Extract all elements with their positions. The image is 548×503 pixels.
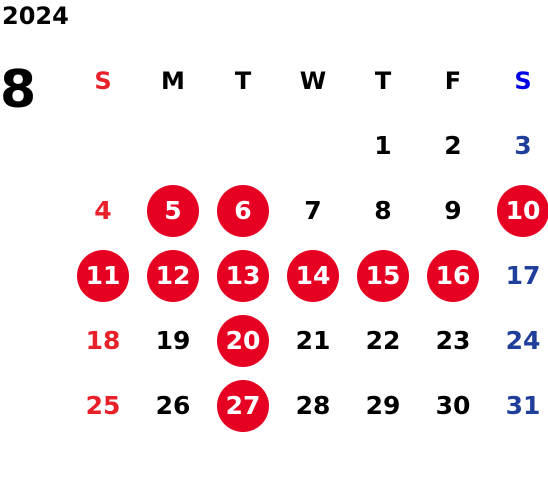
holiday-day-number: 27 — [217, 379, 269, 432]
weekday-header-wed: W — [299, 66, 327, 95]
day-cell[interactable]: 18 — [68, 308, 138, 373]
month-label: 8 — [0, 60, 37, 120]
day-cell[interactable]: 12 — [138, 243, 208, 308]
day-number: 3 — [514, 131, 532, 160]
holiday-day-number: 15 — [357, 249, 409, 302]
weekday-header-sat: S — [514, 66, 532, 95]
calendar-grid: S M T W T F S 1 2 3 4 5 6 7 8 9 10 11 12 13 14 15 16 17 18 19 20 21… — [68, 48, 548, 438]
day-number: 26 — [155, 391, 191, 420]
day-cell[interactable]: 3 — [488, 113, 548, 178]
day-number: 25 — [85, 391, 121, 420]
day-number: 4 — [94, 196, 112, 225]
holiday-day-number: 5 — [147, 184, 199, 237]
day-cell[interactable]: 20 — [208, 308, 278, 373]
weekday-header-tue: T — [234, 66, 252, 95]
day-cell[interactable]: 27 — [208, 373, 278, 438]
day-number: 17 — [505, 261, 541, 290]
day-number: 18 — [85, 326, 121, 355]
day-number: 9 — [444, 196, 462, 225]
day-cell[interactable]: 25 — [68, 373, 138, 438]
weekday-header-fri: F — [444, 66, 462, 95]
day-number: 28 — [295, 391, 331, 420]
day-number: 23 — [435, 326, 471, 355]
day-number: 19 — [155, 326, 191, 355]
day-cell[interactable]: 13 — [208, 243, 278, 308]
day-cell[interactable]: 5 — [138, 178, 208, 243]
day-cell[interactable]: 4 — [68, 178, 138, 243]
holiday-day-number: 11 — [77, 249, 129, 302]
empty-day-cell — [278, 113, 348, 178]
day-cell[interactable]: 16 — [418, 243, 488, 308]
empty-day-cell — [68, 113, 138, 178]
day-number: 29 — [365, 391, 401, 420]
empty-day-cell — [138, 113, 208, 178]
day-number: 24 — [505, 326, 541, 355]
year-label: 2024 — [2, 2, 69, 30]
day-cell[interactable]: 17 — [488, 243, 548, 308]
day-cell[interactable]: 9 — [418, 178, 488, 243]
day-number: 7 — [304, 196, 322, 225]
day-cell[interactable]: 11 — [68, 243, 138, 308]
day-cell[interactable]: 22 — [348, 308, 418, 373]
day-cell[interactable]: 30 — [418, 373, 488, 438]
day-cell[interactable]: 15 — [348, 243, 418, 308]
day-cell[interactable]: 23 — [418, 308, 488, 373]
day-number: 22 — [365, 326, 401, 355]
day-cell[interactable]: 19 — [138, 308, 208, 373]
day-number: 31 — [505, 391, 541, 420]
holiday-day-number: 12 — [147, 249, 199, 302]
day-cell[interactable]: 24 — [488, 308, 548, 373]
day-cell[interactable]: 31 — [488, 373, 548, 438]
day-cell[interactable]: 26 — [138, 373, 208, 438]
day-cell[interactable]: 21 — [278, 308, 348, 373]
weekday-header-mon: M — [161, 66, 185, 95]
holiday-day-number: 10 — [497, 184, 548, 237]
empty-day-cell — [208, 113, 278, 178]
day-number: 30 — [435, 391, 471, 420]
day-number: 1 — [374, 131, 392, 160]
weekday-header-sun: S — [94, 66, 112, 95]
day-cell[interactable]: 7 — [278, 178, 348, 243]
day-cell[interactable]: 2 — [418, 113, 488, 178]
holiday-day-number: 20 — [217, 314, 269, 367]
day-number: 21 — [295, 326, 331, 355]
day-cell[interactable]: 8 — [348, 178, 418, 243]
holiday-day-number: 6 — [217, 184, 269, 237]
day-cell[interactable]: 29 — [348, 373, 418, 438]
holiday-day-number: 14 — [287, 249, 339, 302]
day-cell[interactable]: 6 — [208, 178, 278, 243]
weekday-header-thu: T — [374, 66, 392, 95]
day-number: 8 — [374, 196, 392, 225]
day-cell[interactable]: 10 — [488, 178, 548, 243]
day-cell[interactable]: 28 — [278, 373, 348, 438]
day-cell[interactable]: 1 — [348, 113, 418, 178]
day-number: 2 — [444, 131, 462, 160]
holiday-day-number: 13 — [217, 249, 269, 302]
holiday-day-number: 16 — [427, 249, 479, 302]
day-cell[interactable]: 14 — [278, 243, 348, 308]
